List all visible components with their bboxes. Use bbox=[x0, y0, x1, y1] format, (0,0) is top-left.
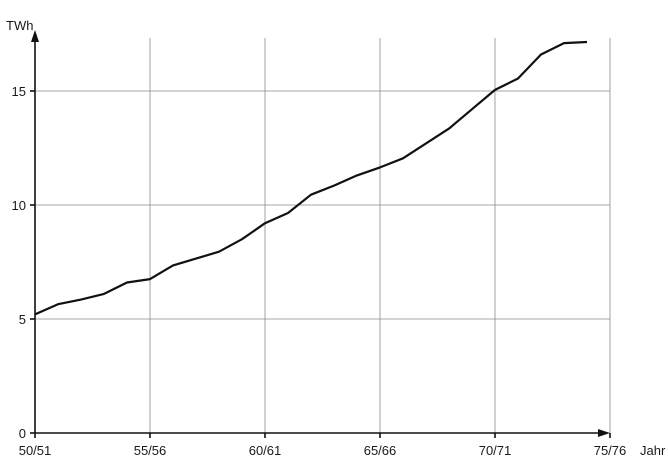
grid bbox=[35, 38, 611, 433]
y-tick-label: 10 bbox=[12, 198, 26, 213]
x-axis-label: Jahr bbox=[640, 443, 666, 458]
x-tick-label: 60/61 bbox=[249, 443, 282, 458]
x-axis-arrow bbox=[598, 429, 610, 437]
axes bbox=[30, 30, 611, 438]
y-axis-arrow bbox=[31, 30, 39, 42]
x-tick-label: 55/56 bbox=[134, 443, 167, 458]
y-tick-label: 15 bbox=[12, 84, 26, 99]
tick-labels: 0 5 10 15 50/51 55/56 60/61 65/66 70/71 75/76 bbox=[12, 84, 627, 458]
x-tick-label: 70/71 bbox=[479, 443, 512, 458]
x-tick-label: 50/51 bbox=[19, 443, 52, 458]
x-tick-label: 75/76 bbox=[594, 443, 627, 458]
y-axis-label: TWh bbox=[6, 18, 33, 33]
series-layer bbox=[34, 40, 588, 316]
x-tick-label: 65/66 bbox=[364, 443, 397, 458]
y-tick-label: 0 bbox=[19, 426, 26, 441]
series-line bbox=[34, 40, 588, 316]
y-tick-label: 5 bbox=[19, 312, 26, 327]
